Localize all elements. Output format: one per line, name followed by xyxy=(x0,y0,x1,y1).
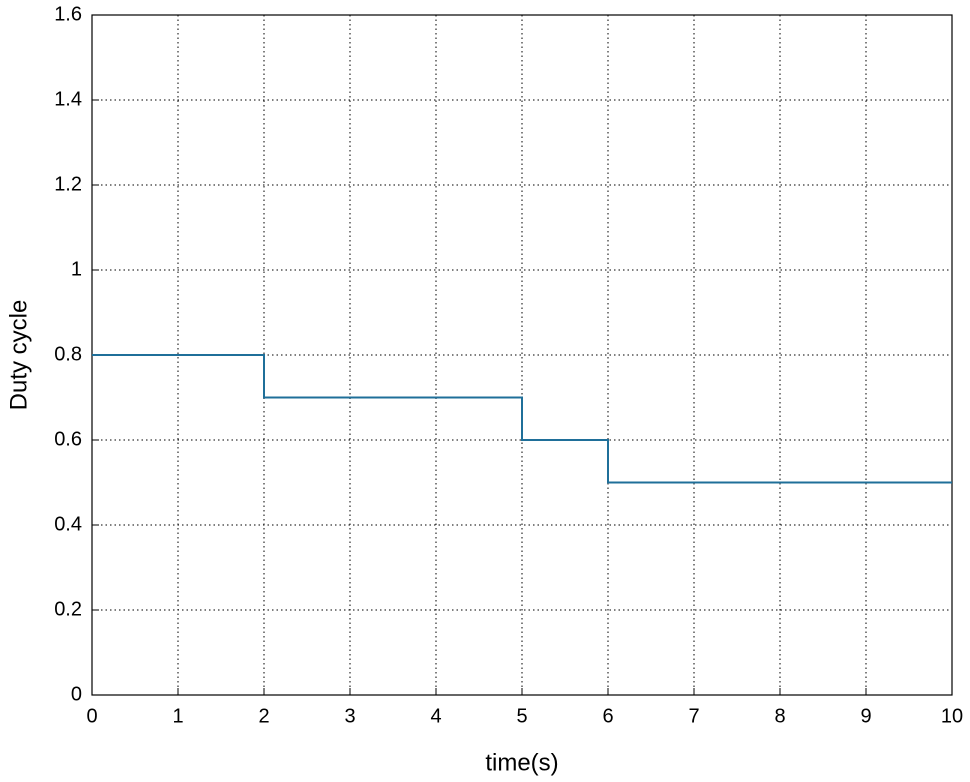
x-tick-label: 10 xyxy=(941,705,963,727)
x-tick-label: 0 xyxy=(86,705,97,727)
y-tick-label: 1 xyxy=(71,258,82,280)
y-tick-label: 1.6 xyxy=(54,3,82,25)
x-tick-label: 2 xyxy=(258,705,269,727)
x-tick-label: 1 xyxy=(172,705,183,727)
x-tick-label: 7 xyxy=(688,705,699,727)
y-tick-label: 1.2 xyxy=(54,173,82,195)
y-tick-label: 0.8 xyxy=(54,343,82,365)
y-tick-label: 1.4 xyxy=(54,88,82,110)
x-tick-label: 8 xyxy=(774,705,785,727)
y-tick-label: 0.6 xyxy=(54,428,82,450)
y-tick-label: 0 xyxy=(71,683,82,705)
y-axis-label: Duty cycle xyxy=(5,300,32,411)
x-tick-label: 4 xyxy=(430,705,441,727)
x-axis-label: time(s) xyxy=(485,749,558,776)
y-tick-label: 0.4 xyxy=(54,513,82,535)
x-tick-label: 5 xyxy=(516,705,527,727)
x-tick-label: 3 xyxy=(344,705,355,727)
y-tick-label: 0.2 xyxy=(54,598,82,620)
x-tick-label: 9 xyxy=(860,705,871,727)
data-line xyxy=(92,354,952,484)
x-tick-label: 6 xyxy=(602,705,613,727)
